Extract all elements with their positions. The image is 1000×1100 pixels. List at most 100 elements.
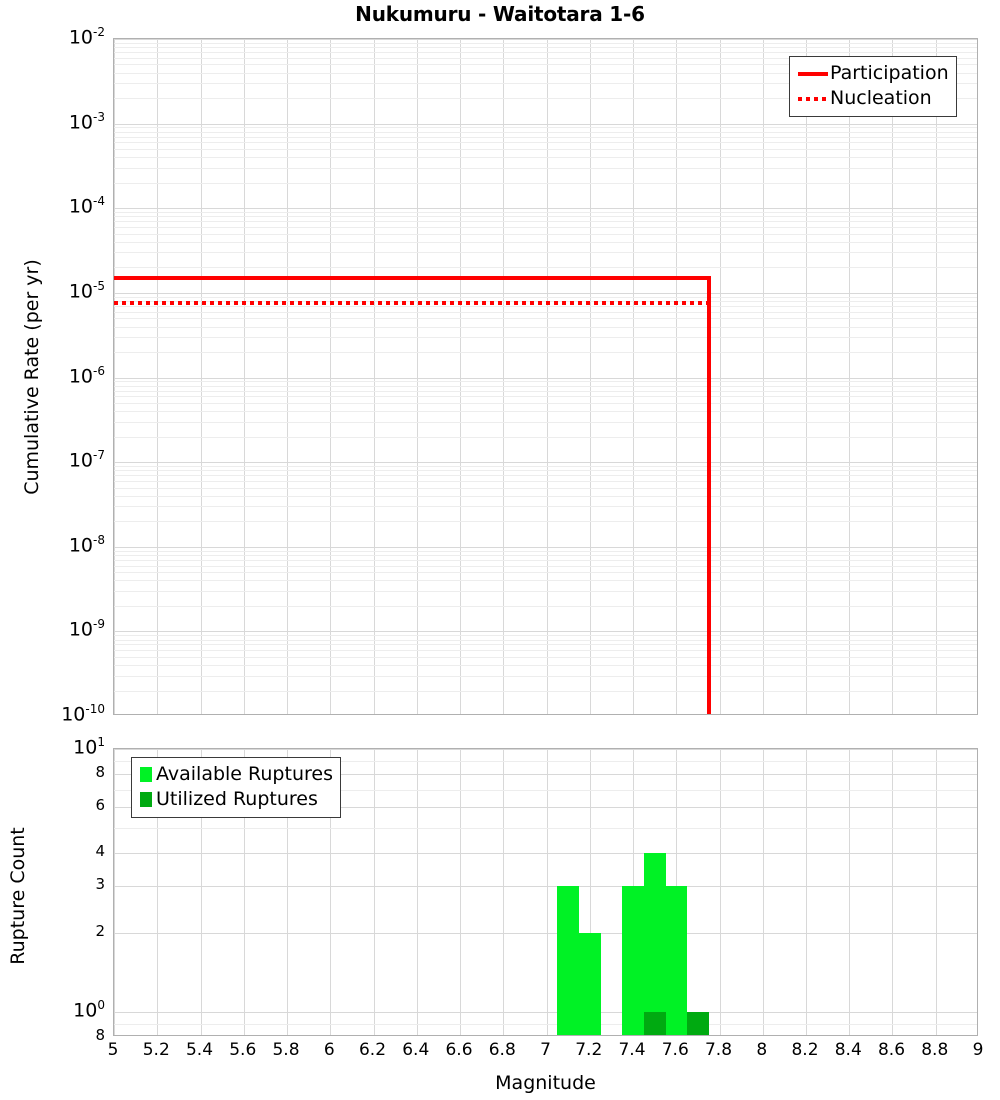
legend-item-nucleation[interactable]: Nucleation — [796, 86, 949, 111]
gridline-vertical — [936, 39, 937, 714]
gridline-horizontal — [114, 462, 977, 463]
gridline-horizontal — [114, 555, 977, 556]
bar-available-ruptures[interactable] — [665, 886, 688, 1035]
series-nucleation-horizontal — [114, 301, 709, 306]
bottom-y-axis-label: Rupture Count — [7, 827, 29, 965]
y-tick-label: 4 — [95, 842, 105, 861]
gridline-horizontal — [114, 221, 977, 222]
bar-utilized-ruptures[interactable] — [686, 1011, 709, 1035]
gridline-vertical — [892, 39, 893, 714]
gridline-horizontal — [114, 657, 977, 658]
gridline-horizontal — [114, 149, 977, 150]
x-tick-label: 7 — [540, 1040, 551, 1060]
x-tick-label: 5.6 — [229, 1040, 257, 1060]
gridline-vertical — [720, 39, 721, 714]
legend-label: Participation — [830, 62, 949, 84]
gridline-horizontal — [114, 635, 977, 636]
gridline-horizontal — [114, 234, 977, 235]
gridline-horizontal — [114, 297, 977, 298]
gridline-vertical — [244, 749, 245, 1035]
gridline-vertical — [892, 749, 893, 1035]
gridline-horizontal — [114, 506, 977, 507]
bar-available-ruptures[interactable] — [643, 853, 666, 1035]
gridline-horizontal — [114, 212, 977, 213]
gridline-horizontal — [114, 183, 977, 184]
gridline-vertical — [114, 39, 115, 714]
y-tick-label: 10-5 — [68, 278, 105, 303]
series-participation-horizontal — [114, 275, 709, 280]
gridline-vertical — [547, 39, 548, 714]
bar-utilized-ruptures[interactable] — [643, 1011, 666, 1035]
bottom-legend[interactable]: Available Ruptures Utilized Ruptures — [131, 757, 341, 818]
gridline-horizontal — [114, 853, 977, 854]
top-legend[interactable]: Participation Nucleation — [789, 56, 957, 117]
gridline-horizontal — [114, 488, 977, 489]
gridline-horizontal — [114, 580, 977, 581]
gridline-horizontal — [114, 216, 977, 217]
page-title: Nukumuru - Waitotara 1-6 — [355, 2, 645, 26]
gridline-vertical — [676, 39, 677, 714]
gridline-vertical — [503, 39, 504, 714]
y-tick-label: 10-8 — [68, 532, 105, 557]
gridline-vertical — [201, 749, 202, 1035]
gridline-horizontal — [114, 381, 977, 382]
gridline-horizontal — [114, 644, 977, 645]
bar-available-ruptures[interactable] — [578, 932, 601, 1035]
x-tick-label: 6 — [323, 1040, 335, 1060]
gridline-horizontal — [114, 481, 977, 482]
gridline-horizontal — [114, 64, 977, 65]
legend-item-utilized-ruptures[interactable]: Utilized Ruptures — [138, 787, 333, 812]
x-tick-label: 5.2 — [142, 1040, 170, 1060]
gridline-vertical — [590, 39, 591, 714]
gridline-horizontal — [114, 142, 977, 143]
gridline-horizontal — [114, 547, 977, 548]
gridline-horizontal — [114, 496, 977, 497]
gridline-vertical — [417, 39, 418, 714]
x-axis-label: Magnitude — [495, 1072, 596, 1094]
gridline-horizontal — [114, 132, 977, 133]
gridline-horizontal — [114, 98, 977, 99]
gridline-horizontal — [114, 886, 977, 887]
solid-line-icon — [796, 64, 830, 84]
legend-item-available-ruptures[interactable]: Available Ruptures — [138, 762, 333, 787]
y-tick-label: 8 — [95, 763, 105, 782]
gridline-horizontal — [114, 631, 977, 632]
gridline-horizontal — [114, 378, 977, 379]
gridline-vertical — [330, 749, 331, 1035]
gridline-horizontal — [114, 1012, 977, 1013]
bar-available-ruptures[interactable] — [557, 886, 580, 1035]
x-tick-label: 6.6 — [445, 1040, 473, 1060]
bar-available-ruptures[interactable] — [622, 886, 644, 1035]
gridline-horizontal — [114, 691, 977, 692]
gridline-horizontal — [114, 327, 977, 328]
gridline-horizontal — [114, 83, 977, 84]
legend-item-participation[interactable]: Participation — [796, 61, 949, 86]
top-plot-area — [113, 38, 978, 715]
gridline-horizontal — [114, 790, 977, 791]
gridline-horizontal — [114, 422, 977, 423]
gridline-horizontal — [114, 312, 977, 313]
x-tick-label: 5.8 — [272, 1040, 300, 1060]
gridline-horizontal — [114, 933, 977, 934]
gridline-vertical — [849, 749, 850, 1035]
gridline-horizontal — [114, 352, 977, 353]
gridline-horizontal — [114, 650, 977, 651]
gridline-vertical — [547, 749, 548, 1035]
y-tick-label: 3 — [95, 875, 105, 894]
gridline-horizontal — [114, 124, 977, 125]
gridline-vertical — [374, 749, 375, 1035]
gridline-horizontal — [114, 475, 977, 476]
y-tick-label: 8 — [95, 1026, 105, 1044]
gridline-vertical — [157, 39, 158, 714]
legend-label: Available Ruptures — [156, 763, 333, 785]
gridline-horizontal — [114, 749, 977, 750]
y-tick-label: 2 — [95, 921, 105, 940]
x-tick-label: 5.4 — [185, 1040, 214, 1060]
gridline-horizontal — [114, 403, 977, 404]
gridline-horizontal — [114, 43, 977, 44]
gridline-horizontal — [114, 665, 977, 666]
x-tick-label: 6.4 — [402, 1040, 430, 1060]
legend-label: Nucleation — [830, 87, 932, 109]
gridline-vertical — [590, 749, 591, 1035]
